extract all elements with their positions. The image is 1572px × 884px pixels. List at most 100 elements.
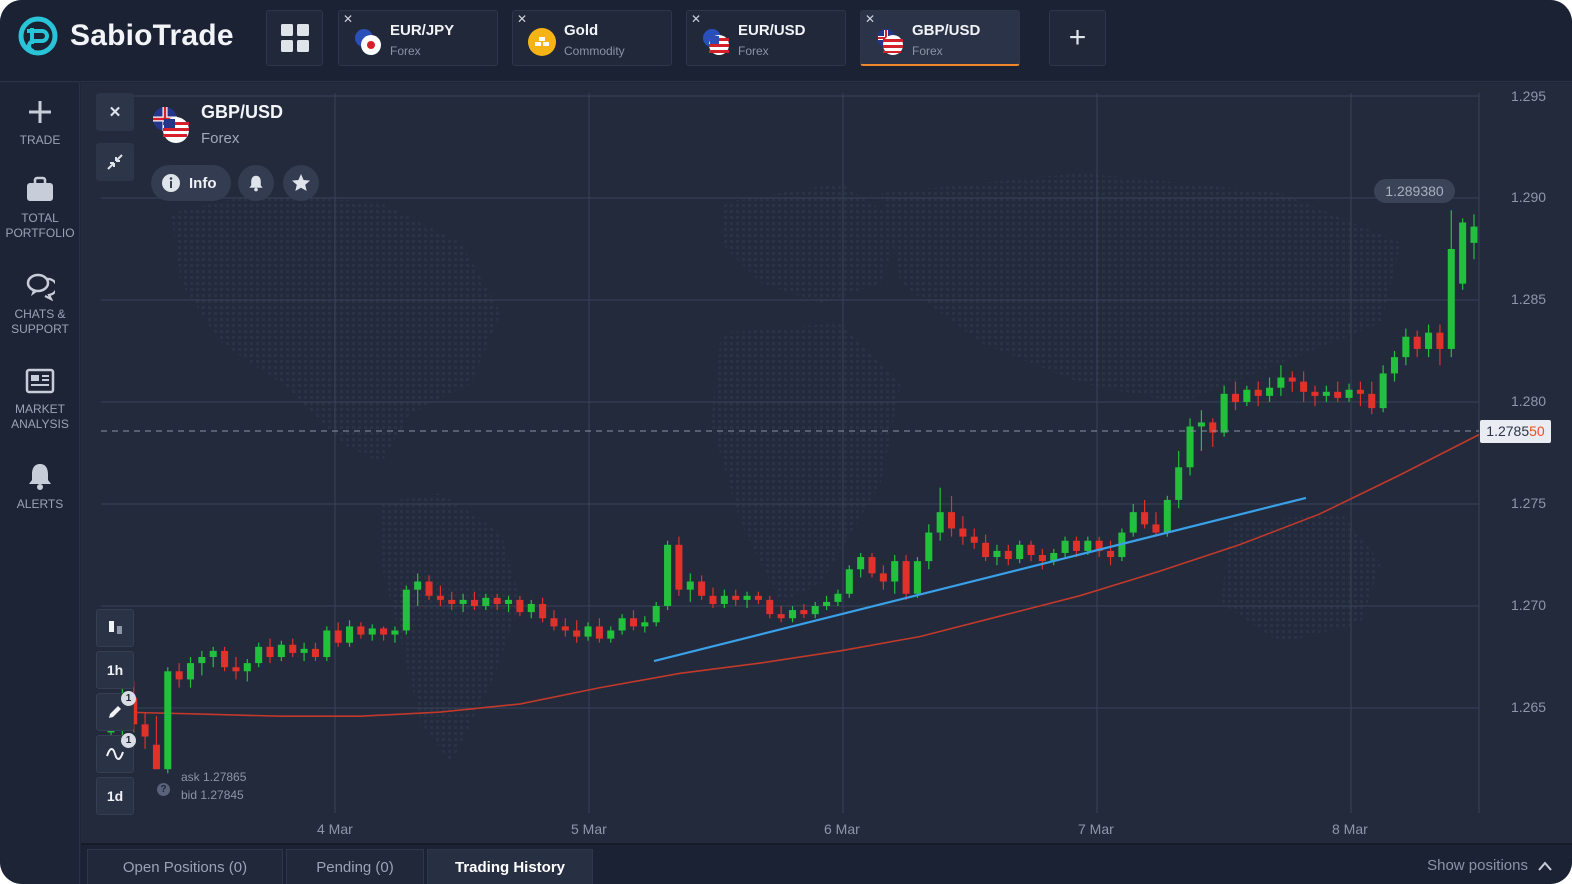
close-tab-icon[interactable]: ✕ — [865, 12, 876, 26]
candle-down — [152, 744, 160, 770]
high-price-marker: 1.289380 — [1374, 179, 1455, 203]
brand-logo[interactable]: SabioTrade — [18, 16, 234, 56]
price-chart[interactable] — [81, 83, 1572, 843]
gbp-usd-flag-icon — [153, 107, 189, 143]
collapse-chart-button[interactable] — [96, 143, 134, 181]
candle-down — [947, 512, 956, 529]
trendline[interactable] — [653, 496, 1307, 663]
candle-up — [1425, 332, 1433, 349]
candle-down — [448, 599, 456, 604]
candle-up — [743, 595, 751, 600]
candle-down — [539, 603, 547, 619]
layout-grid-button[interactable] — [266, 10, 323, 66]
candle-down — [1334, 391, 1342, 398]
candle-down — [1356, 389, 1364, 394]
candle-down — [629, 618, 638, 627]
candle-up — [277, 644, 285, 657]
add-tab-button[interactable]: + — [1049, 10, 1106, 66]
candle-down — [1004, 550, 1012, 560]
chart-area[interactable]: ✕ GBP/USD Forex Info — [81, 83, 1572, 843]
instrument-type: Forex — [201, 130, 240, 147]
candle-up — [186, 663, 195, 680]
tab-pending[interactable]: Pending (0) — [286, 849, 424, 884]
price-axis-label: 1.275 — [1511, 495, 1547, 511]
price-axis-label: 1.265 — [1511, 699, 1547, 715]
eur-usd-flag-icon — [703, 29, 729, 55]
candle-down — [311, 648, 319, 657]
indicators-button[interactable] — [96, 735, 134, 773]
close-icon: ✕ — [108, 104, 122, 121]
tab-eur-jpy[interactable]: ✕ EUR/JPY Forex — [338, 10, 498, 66]
show-positions-toggle[interactable]: Show positions — [1427, 857, 1552, 874]
date-axis-label: 6 Mar — [824, 821, 860, 837]
candle-up — [1016, 544, 1024, 560]
candle-up — [323, 630, 331, 657]
collapse-icon — [107, 154, 123, 170]
candle-down — [766, 599, 774, 615]
tab-gold[interactable]: ✕ Gold Commodity — [512, 10, 672, 66]
candle-down — [1254, 389, 1262, 396]
candle-down — [982, 542, 990, 558]
tab-name: Gold — [564, 22, 599, 39]
alert-button[interactable] — [238, 165, 274, 201]
sidebar-item-total-portfolio[interactable]: TOTAL PORTFOLIO — [0, 175, 80, 241]
close-tab-icon[interactable]: ✕ — [517, 12, 528, 26]
candle-down — [698, 581, 706, 596]
chart-type-button[interactable] — [96, 609, 134, 647]
tab-open-positions[interactable]: Open Positions (0) — [87, 849, 283, 884]
candle-down — [1038, 555, 1046, 562]
indicators-count-badge: 1 — [121, 733, 136, 748]
show-positions-label: Show positions — [1427, 857, 1528, 874]
candle-down — [1288, 377, 1296, 382]
candle-down — [1231, 393, 1239, 402]
candle-down — [1027, 544, 1035, 555]
briefcase-icon — [27, 176, 53, 201]
candle-down — [175, 671, 183, 680]
tab-gbp-usd[interactable]: ✕ GBP/USD Forex — [860, 10, 1020, 66]
candle-up — [788, 610, 797, 619]
candle-up — [505, 599, 513, 604]
close-tab-icon[interactable]: ✕ — [691, 12, 702, 26]
candle-down — [573, 630, 581, 637]
sidebar-item-market-analysis[interactable]: MARKET ANALYSIS — [0, 366, 80, 432]
sidebar-item-alerts[interactable]: ALERTS — [0, 461, 80, 512]
close-tab-icon[interactable]: ✕ — [343, 12, 354, 26]
tab-type: Forex — [738, 44, 769, 58]
candle-up — [1186, 426, 1194, 468]
moving-average — [120, 433, 1480, 717]
chart-grid — [101, 93, 1480, 813]
info-label: Info — [189, 174, 217, 192]
candle-up — [925, 532, 933, 562]
candle-up — [1061, 540, 1069, 553]
help-icon[interactable]: ? — [157, 783, 170, 796]
sidebar-item-trade[interactable]: TRADE — [0, 97, 80, 148]
plus-icon — [29, 101, 51, 123]
close-chart-button[interactable]: ✕ — [96, 93, 134, 131]
candle-up — [1050, 552, 1058, 562]
candle-up — [834, 593, 842, 602]
indicator-wave-icon — [106, 748, 124, 760]
candle-down — [959, 528, 967, 537]
favorite-button[interactable] — [283, 165, 319, 201]
candle-up — [1379, 373, 1387, 409]
candle-down — [777, 614, 785, 619]
candle-up — [1459, 222, 1467, 284]
eur-jpy-flag-icon — [355, 29, 381, 55]
tab-eur-usd[interactable]: ✕ EUR/USD Forex — [686, 10, 846, 66]
sidebar-item-chats-support[interactable]: CHATS & SUPPORT — [0, 271, 80, 337]
sabiotrade-logo-icon — [18, 16, 58, 56]
candle-down — [868, 557, 876, 574]
moving-average-line — [120, 433, 1480, 717]
period-button[interactable]: 1d — [96, 777, 134, 815]
candle-down — [1107, 550, 1115, 558]
candle-down — [380, 628, 388, 635]
candlestick-icon — [109, 621, 122, 634]
tab-trading-history[interactable]: Trading History — [427, 849, 593, 884]
candle-down — [1311, 391, 1319, 396]
candle-up — [391, 630, 399, 635]
candle-down — [493, 597, 501, 604]
candle-up — [368, 628, 376, 635]
info-button[interactable]: Info — [151, 165, 231, 201]
world-map-background — [171, 173, 1401, 763]
timeframe-button[interactable]: 1h — [96, 651, 134, 689]
